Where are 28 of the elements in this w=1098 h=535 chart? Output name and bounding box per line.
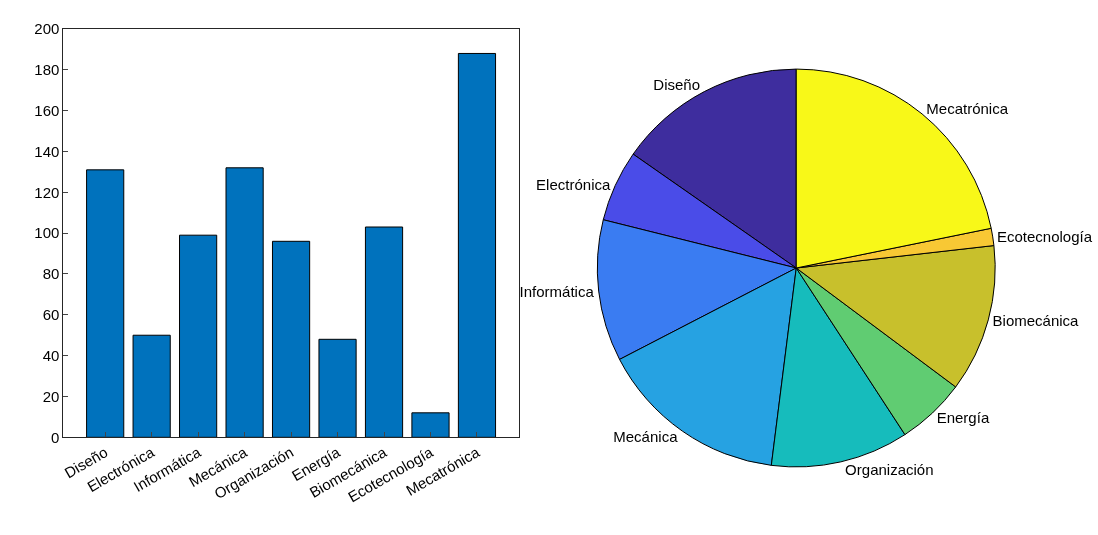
bar [318, 338, 357, 438]
y-tick-label: 160 [34, 101, 60, 119]
bar [411, 412, 450, 438]
bar [271, 240, 311, 438]
slice-label: Diseño [653, 76, 701, 94]
slice-label: Energía [936, 409, 990, 427]
y-tick-label: 180 [34, 61, 60, 79]
y-tick-label: 80 [42, 265, 60, 283]
y-tick-label: 100 [34, 224, 60, 242]
bar [179, 234, 218, 438]
slice-label: Informática [519, 282, 595, 300]
y-tick-label: 0 [51, 428, 60, 446]
y-tick-label: 200 [34, 20, 60, 38]
slice-label: Mecatrónica [926, 100, 1009, 118]
y-tick-label: 20 [42, 387, 60, 405]
bar [132, 334, 171, 438]
y-tick-label: 40 [42, 346, 60, 364]
bar [225, 167, 264, 438]
y-tick-label: 120 [34, 183, 60, 201]
bar [364, 226, 404, 438]
slice-label: Mecánica [613, 428, 679, 446]
slice-label: Biomecánica [992, 311, 1080, 329]
slice-label: Ecotecnología [996, 228, 1093, 246]
y-tick-label: 140 [34, 142, 60, 160]
bar [457, 52, 497, 438]
slice-label: Electrónica [536, 175, 611, 193]
y-tick-label: 60 [42, 306, 60, 324]
bar [86, 169, 125, 438]
